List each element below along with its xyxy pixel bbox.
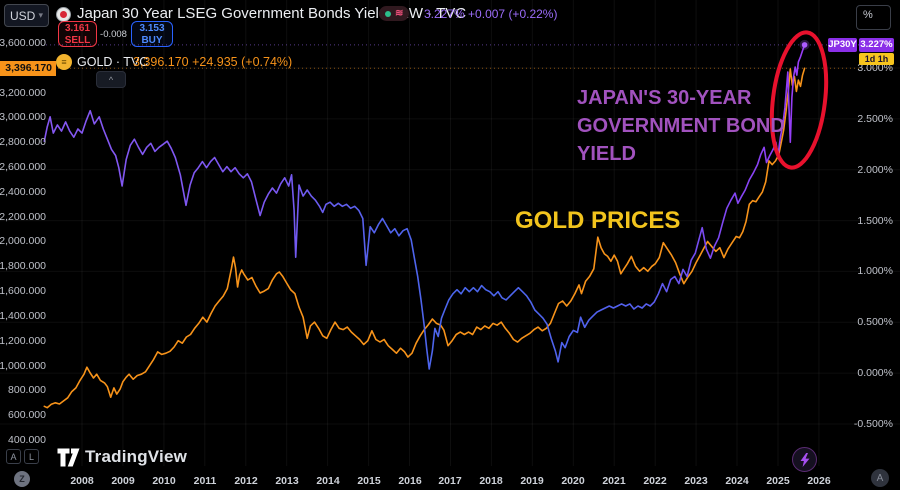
change-percent: (+0.22%)	[508, 7, 558, 21]
left-axis-tick: 2,600.000	[0, 161, 46, 173]
left-axis-tick: 600.000	[8, 409, 46, 421]
right-axis-tick: 1.000%	[857, 265, 893, 277]
time-axis-tick: 2026	[807, 475, 831, 487]
left-axis-tick: 2,400.000	[0, 186, 46, 198]
gold-change-percent: (+0.74%)	[241, 55, 293, 69]
gold-current-price-tag: 3,396.170	[0, 61, 56, 76]
left-axis-tick: 400.000	[8, 434, 46, 446]
legend-collapse-button[interactable]: ^	[96, 71, 126, 88]
left-axis-tick: 1,000.000	[0, 360, 46, 372]
time-axis-tick: 2023	[684, 475, 708, 487]
corner-a-badge[interactable]: A	[871, 469, 889, 487]
left-axis-tick: 2,800.000	[0, 136, 46, 148]
right-axis-tick: 0.000%	[857, 367, 893, 379]
data-feed-icon: ≋	[395, 7, 404, 19]
sell-price: 3.161	[64, 23, 91, 34]
time-axis-tick: 2019	[520, 475, 544, 487]
currency-select-value: USD	[10, 8, 36, 23]
time-axis-tick: 2025	[766, 475, 790, 487]
time-axis-tick: 2011	[193, 475, 217, 487]
zoom-button[interactable]: Z	[14, 471, 30, 487]
buy-label: BUY	[141, 35, 163, 46]
spread-value: -0.008	[100, 29, 127, 40]
market-open-dot-icon	[385, 10, 391, 17]
time-axis-tick: 2022	[643, 475, 667, 487]
left-axis-tick: 3,000.000	[0, 111, 46, 123]
time-axis-tick: 2013	[275, 475, 299, 487]
last-value: 3.227%	[424, 7, 465, 21]
flash-icon	[800, 452, 809, 467]
time-axis-tick: 2009	[111, 475, 135, 487]
highlight-ellipse	[769, 30, 829, 170]
left-axis-tick: 1,800.000	[0, 260, 46, 272]
time-axis-tick: 2021	[602, 475, 626, 487]
left-axis-tick: 2,200.000	[0, 211, 46, 223]
time-axis-tick: 2008	[70, 475, 94, 487]
symbol-title[interactable]: Japan 30 Year LSEG Government Bonds Yiel…	[77, 5, 467, 22]
time-axis-tick: 2015	[357, 475, 381, 487]
time-axis-tick: 2018	[479, 475, 503, 487]
gold-last-value: 3,396.170	[133, 55, 189, 69]
time-axis-tick: 2017	[438, 475, 462, 487]
chevron-up-icon: ^	[108, 74, 114, 85]
time-scale[interactable]: 2008 2009 2010 2011 2012 2013 2014 2015 2016 2017…	[0, 468, 900, 490]
left-price-scale[interactable]: 3,600.000 3,200.000 3,000.000 2,800.000 2,60…	[0, 0, 56, 466]
chevron-down-icon: ▾	[38, 10, 43, 20]
tradingview-logo-icon	[57, 448, 80, 466]
time-axis-tick: 2010	[152, 475, 176, 487]
right-axis-tick: 2.000%	[857, 164, 893, 176]
right-axis-tick: -0.500%	[853, 418, 893, 430]
left-axis-tick: 1,200.000	[0, 335, 46, 347]
gold-change-value: +24.935	[192, 55, 238, 69]
buy-price: 3.153	[139, 23, 165, 34]
japan-flag-icon	[56, 7, 71, 22]
gold-bars-icon: ≡	[56, 54, 72, 70]
right-axis-tick: 0.500%	[857, 316, 893, 328]
sell-label: SELL	[64, 35, 91, 46]
right-axis-tick: 2.500%	[857, 113, 893, 125]
left-axis-tick: 800.000	[8, 384, 46, 396]
right-axis-tick: 3.000%	[857, 62, 893, 74]
bar-countdown-tag: 1d 1h	[859, 53, 894, 65]
bond-annotation-text[interactable]: JAPAN'S 30-YEAR GOVERNMENT BOND YIELD	[577, 87, 785, 165]
symbol-quote: 3.227% +0.007 (+0.22%)	[424, 7, 557, 21]
right-axis-tick: 1.500%	[857, 215, 893, 227]
right-price-scale[interactable]: 3.000% 2.500% 2.000% 1.500% 1.000% 0.500% 0.00…	[844, 0, 900, 466]
left-axis-tick: 3,600.000	[0, 37, 46, 49]
sell-button[interactable]: 3.161 SELL	[58, 21, 97, 47]
bond-current-price-tag: 3.227%	[859, 38, 894, 52]
buy-button[interactable]: 3.153 BUY	[131, 21, 173, 47]
currency-select[interactable]: USD ▾	[4, 4, 49, 27]
time-axis-tick: 2024	[725, 475, 749, 487]
left-axis-tick: 3,200.000	[0, 87, 46, 99]
auto-scale-button[interactable]: A	[6, 449, 21, 464]
tradingview-logo[interactable]: TradingView	[57, 447, 187, 467]
left-axis-tick: 1,400.000	[0, 310, 46, 322]
time-axis-tick: 2016	[398, 475, 422, 487]
bond-symbol-tag: JP30Y	[828, 38, 857, 52]
replay-flash-button[interactable]	[792, 447, 817, 472]
percent-scale-button[interactable]: %	[856, 5, 891, 30]
tradingview-logo-text: TradingView	[85, 447, 188, 466]
left-axis-tick: 1,600.000	[0, 285, 46, 297]
time-axis-tick: 2012	[234, 475, 258, 487]
log-scale-button[interactable]: L	[24, 449, 39, 464]
left-axis-tick: 2,000.000	[0, 235, 46, 247]
market-status-pill[interactable]: ≋	[379, 6, 410, 21]
gold-annotation-text[interactable]: GOLD PRICES	[515, 207, 681, 234]
time-axis-tick: 2020	[561, 475, 585, 487]
time-axis-tick: 2014	[316, 475, 340, 487]
change-value: +0.007	[468, 7, 506, 21]
gold-quote: 3,396.170 +24.935 (+0.74%)	[133, 55, 292, 69]
gold-symbol-title[interactable]: GOLD · TVC	[77, 55, 149, 69]
